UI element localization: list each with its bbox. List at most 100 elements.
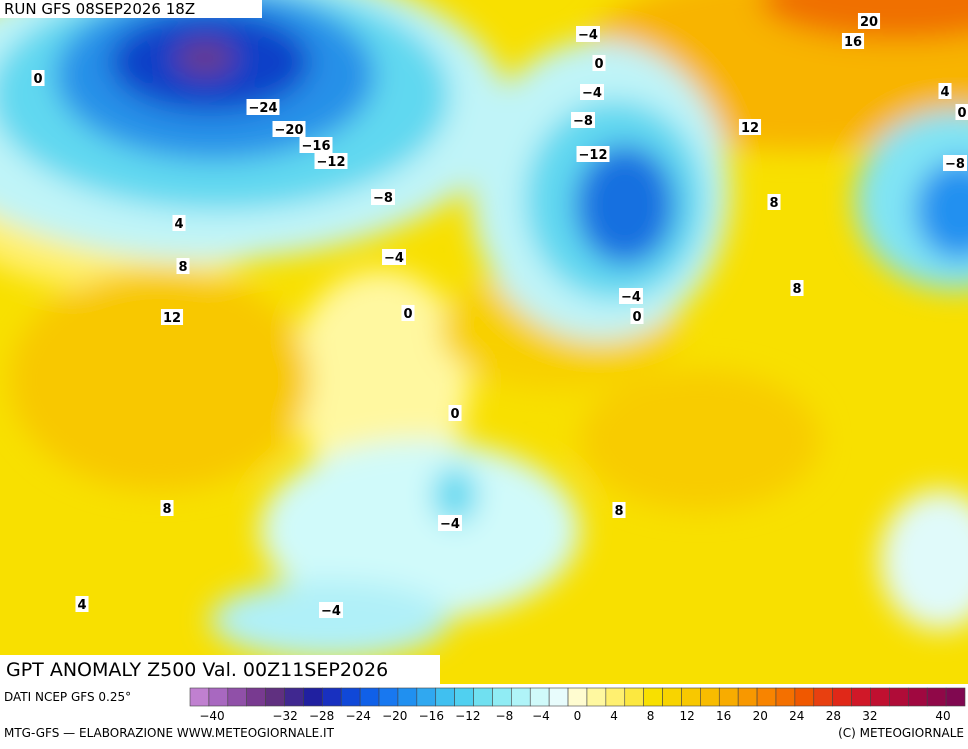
colorbar-label: 4 [610, 709, 618, 723]
contour-label-bg [943, 155, 967, 171]
colorbar-label: 8 [647, 709, 655, 723]
contour-label-bg [382, 249, 406, 265]
colorbar-swatch [624, 687, 644, 707]
colorbar-swatch [340, 687, 361, 707]
colorbar-label: −4 [532, 709, 550, 723]
colorbar-label: 16 [716, 709, 731, 723]
contour-label-bg [576, 146, 610, 162]
copyright-text: (C) METEOGIORNALE [838, 726, 964, 740]
map: 0−24−20−16−12−848−412 008−44 −4−40−4−8−128… [0, 0, 968, 684]
colorbar-swatch [416, 687, 437, 707]
colorbar-swatch [870, 687, 890, 707]
contour-label: −4 [578, 28, 598, 43]
contour-label-bg [319, 602, 343, 618]
contour-label: 4 [174, 217, 183, 232]
contour-label-bg [630, 308, 644, 324]
contour-label: 0 [594, 57, 603, 72]
contour-label: 0 [33, 72, 42, 87]
contour-label-bg [592, 55, 606, 71]
colorbar-swatch [454, 687, 474, 707]
colorbar-label: 12 [680, 709, 695, 723]
run-label: RUN GFS 08SEP2026 18Z [4, 0, 195, 18]
contour-label-bg [955, 104, 968, 120]
colorbar-swatch [718, 687, 739, 707]
colorbar-label: −20 [382, 709, 407, 723]
contour-label-bg [938, 83, 952, 99]
source-text: DATI NCEP GFS 0.25° [4, 690, 131, 704]
contour-label-bg [160, 309, 184, 325]
colorbar-label: −12 [455, 709, 480, 723]
contour-label-bg [246, 99, 280, 115]
colorbar-label: 28 [826, 709, 841, 723]
colorbar-label: 32 [862, 709, 877, 723]
colorbar-swatch [907, 687, 928, 707]
colorbar-swatch [435, 687, 455, 707]
contour-label-bg [172, 215, 186, 231]
contour-label: −4 [321, 604, 341, 619]
title-box [0, 655, 440, 684]
contour-label-bg [314, 153, 348, 169]
contour-label: −4 [384, 251, 404, 266]
map-title: GPT ANOMALY Z500 Val. 00Z11SEP2026 [6, 659, 388, 681]
colorbar-swatch [643, 687, 663, 707]
contour-labels: 0−24−20−16−12−848−412 008−44 −4−40−4−8−128… [31, 13, 968, 619]
contour-label: −4 [582, 86, 602, 101]
colorbar-swatch [775, 687, 796, 707]
contour-label-bg [580, 84, 604, 100]
contour-label-bg [619, 288, 643, 304]
contour-label: 0 [957, 106, 966, 121]
colorbar-swatch [889, 687, 909, 707]
contour-label-bg [31, 70, 45, 86]
colorbar-swatch [378, 687, 399, 707]
contour-label-bg [176, 258, 190, 274]
colorbar-swatch [567, 687, 588, 707]
colorbar-label: −28 [309, 709, 334, 723]
colorbar-swatch [794, 687, 815, 707]
contour-label: 8 [792, 282, 801, 297]
colorbar-swatch [851, 687, 871, 707]
colorbar-swatch [700, 687, 720, 707]
colorbar-swatch [473, 687, 493, 707]
contour-label-bg [438, 515, 462, 531]
contour-label-bg [571, 112, 595, 128]
colorbar-label: −32 [272, 709, 297, 723]
contour-label-bg [767, 194, 781, 210]
colorbar-swatch [756, 687, 777, 707]
contour-label-bg [75, 596, 89, 612]
contour-label-bg [738, 119, 762, 135]
colorbar-swatch [322, 687, 342, 707]
contour-label: −8 [945, 157, 965, 172]
contour-label: 0 [403, 307, 412, 322]
anomaly-field [0, 0, 968, 660]
contour-label-bg [448, 405, 462, 421]
colorbar-swatch [737, 687, 758, 707]
colorbar-swatch [246, 687, 266, 707]
contour-label-bg [857, 13, 881, 29]
colorbar-swatch [926, 687, 947, 707]
contour-label: −12 [579, 148, 608, 163]
credit-text: MTG-GFS — ELABORAZIONE WWW.METEOGIORNALE… [4, 726, 335, 740]
colorbar-label: 24 [789, 709, 804, 723]
colorbar-swatch [284, 687, 304, 707]
colorbar-label: −24 [346, 709, 371, 723]
colorbar-label: −40 [199, 709, 224, 723]
contour-label-bg [612, 502, 626, 518]
contour-label: 4 [77, 598, 86, 613]
contour-label-bg [576, 26, 600, 42]
colorbar-swatch [303, 687, 323, 707]
contour-label: 4 [940, 85, 949, 100]
colorbar-swatch [511, 687, 531, 707]
colorbar-swatch [945, 687, 966, 707]
colorbar: −40 −32 −28 −24 −20 −16 −12 −8 −4 0 4 8 12 16 20 24 28 32… [189, 687, 966, 723]
colorbar-swatch [492, 687, 512, 707]
contour-label-bg [371, 189, 395, 205]
colorbar-swatch [813, 687, 833, 707]
colorbar-swatch [189, 687, 210, 707]
contour-label: −4 [440, 517, 460, 532]
contour-label: 8 [769, 196, 778, 211]
colorbar-swatch [227, 687, 248, 707]
colorbar-swatch [359, 687, 380, 707]
colorbar-label: −8 [496, 709, 514, 723]
contour-label: −12 [317, 155, 346, 170]
